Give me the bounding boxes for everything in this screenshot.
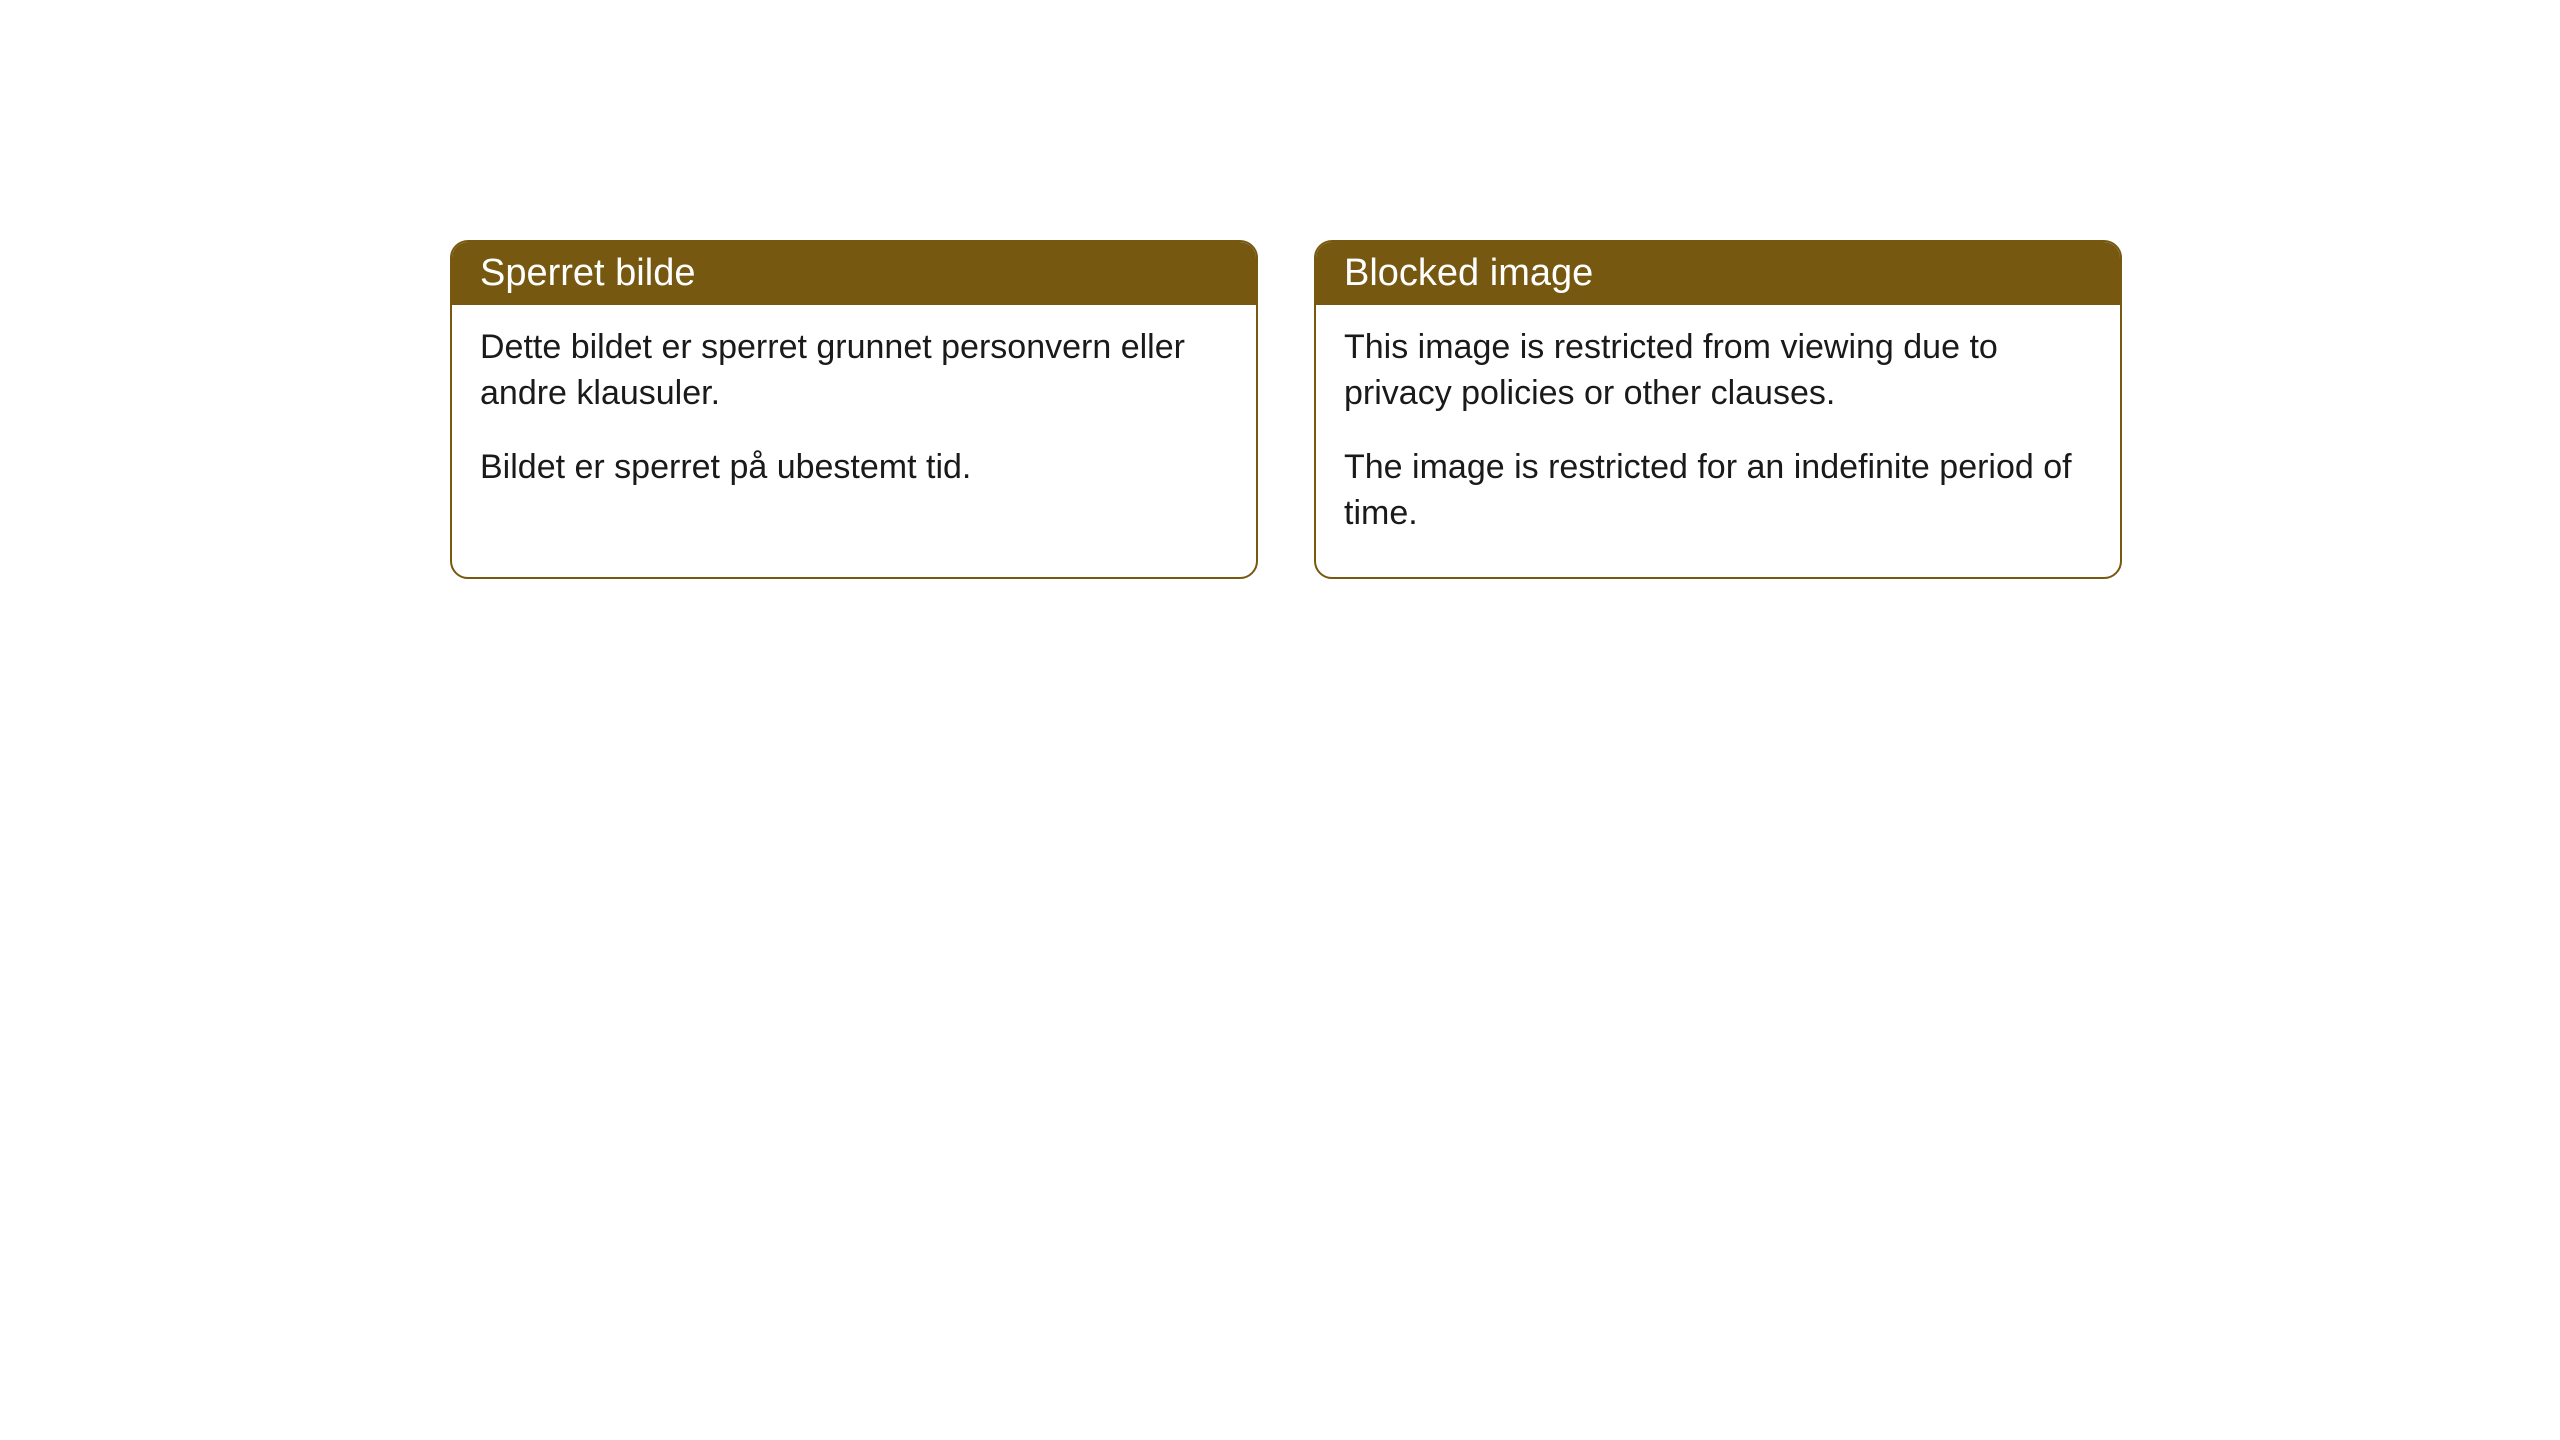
blocked-image-card-en: Blocked image This image is restricted f… [1314,240,2122,579]
card-paragraph: This image is restricted from viewing du… [1344,325,2092,417]
card-body-no: Dette bildet er sperret grunnet personve… [452,305,1256,531]
card-body-en: This image is restricted from viewing du… [1316,305,2120,577]
card-header-en: Blocked image [1316,242,2120,305]
blocked-image-card-no: Sperret bilde Dette bildet er sperret gr… [450,240,1258,579]
notice-container: Sperret bilde Dette bildet er sperret gr… [450,240,2122,579]
card-paragraph: Bildet er sperret på ubestemt tid. [480,445,1228,491]
card-paragraph: The image is restricted for an indefinit… [1344,445,2092,537]
card-paragraph: Dette bildet er sperret grunnet personve… [480,325,1228,417]
card-header-no: Sperret bilde [452,242,1256,305]
